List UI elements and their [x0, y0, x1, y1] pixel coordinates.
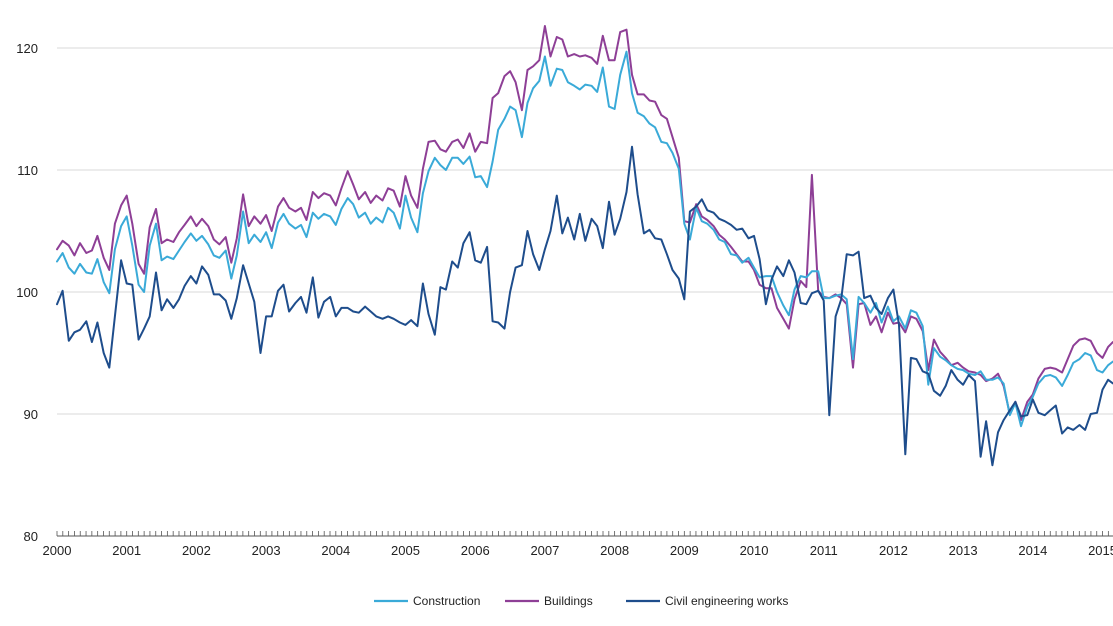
x-tick-label-2003: 2003 — [252, 543, 281, 558]
x-tick-label-2010: 2010 — [740, 543, 769, 558]
y-axis-tick-labels: 80 90 100 110 120 — [16, 41, 38, 544]
x-tick-label-2014: 2014 — [1018, 543, 1047, 558]
legend-label-construction: Construction — [413, 594, 480, 608]
x-tick-label-2001: 2001 — [112, 543, 141, 558]
x-tick-label-2009: 2009 — [670, 543, 699, 558]
x-tick-label-2002: 2002 — [182, 543, 211, 558]
y-tick-label-110: 110 — [17, 163, 38, 178]
y-tick-label-100: 100 — [16, 285, 38, 300]
x-tick-label-2006: 2006 — [461, 543, 490, 558]
series-line-buildings — [56, 25, 1113, 422]
x-tick-label-2015: 2015 — [1088, 543, 1113, 558]
x-tick-label-2012: 2012 — [879, 543, 908, 558]
x-tick-label-2000: 2000 — [43, 543, 72, 558]
y-tick-label-90: 90 — [24, 407, 38, 422]
legend-label-civil-engineering-works: Civil engineering works — [665, 594, 788, 608]
series-line-construction — [56, 50, 1113, 428]
x-axis — [56, 531, 1113, 537]
x-tick-label-2004: 2004 — [321, 543, 350, 558]
x-tick-label-2008: 2008 — [600, 543, 629, 558]
x-tick-label-2013: 2013 — [949, 543, 978, 558]
gridlines — [57, 47, 1113, 415]
x-tick-label-2011: 2011 — [810, 543, 838, 558]
series-line-civil-engineering-works — [56, 145, 1113, 467]
y-tick-label-80: 80 — [24, 529, 38, 544]
x-tick-label-2007: 2007 — [530, 543, 559, 558]
x-axis-tick-labels: 2000 2001 2002 2003 2004 2005 2006 2007 2008 2009… — [43, 543, 1113, 558]
legend-label-buildings: Buildings — [544, 594, 593, 608]
y-tick-label-120: 120 — [16, 41, 38, 56]
legend: Construction Buildings Civil engineering w… — [374, 594, 788, 608]
series-lines — [56, 25, 1113, 467]
x-tick-label-2005: 2005 — [391, 543, 420, 558]
